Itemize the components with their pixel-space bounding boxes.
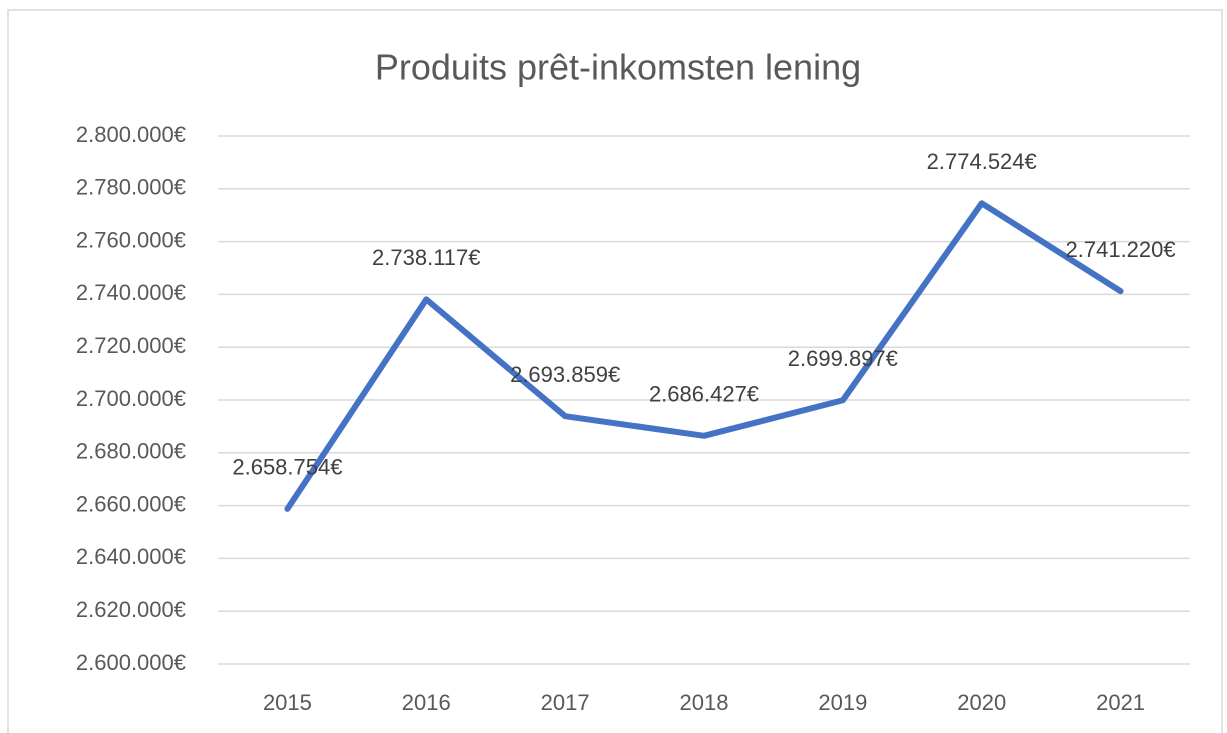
y-tick-label: 2.760.000€ xyxy=(76,227,186,252)
y-tick-label: 2.800.000€ xyxy=(76,122,186,147)
y-tick-label: 2.720.000€ xyxy=(76,333,186,358)
x-tick-label: 2015 xyxy=(263,690,312,715)
x-tick-label: 2021 xyxy=(1096,690,1145,715)
line xyxy=(284,200,1124,512)
chart-title: Produits prêt-inkomsten lening xyxy=(375,47,861,88)
y-tick-label: 2.660.000€ xyxy=(76,491,186,516)
data-label: 2.658.754€ xyxy=(232,455,342,480)
chart-frame xyxy=(7,9,1223,733)
data-label: 2.741.220€ xyxy=(1066,237,1176,262)
y-tick-label: 2.740.000€ xyxy=(76,280,186,305)
data-label: 2.686.427€ xyxy=(649,382,759,407)
x-tick-label: 2016 xyxy=(402,690,451,715)
y-tick-label: 2.600.000€ xyxy=(76,650,186,675)
y-tick-label: 2.620.000€ xyxy=(76,597,186,622)
data-label: 2.699.897€ xyxy=(788,346,898,371)
x-tick-label: 2017 xyxy=(541,690,590,715)
x-tick-label: 2019 xyxy=(818,690,867,715)
y-tick-label: 2.640.000€ xyxy=(76,544,186,569)
data-label: 2.738.117€ xyxy=(372,245,480,270)
y-tick-label: 2.680.000€ xyxy=(76,439,186,464)
data-label: 2.693.859€ xyxy=(510,362,620,387)
data-label: 2.774.524€ xyxy=(927,149,1037,174)
x-tick-label: 2020 xyxy=(957,690,1006,715)
y-tick-label: 2.780.000€ xyxy=(76,175,186,200)
y-tick-label: 2.700.000€ xyxy=(76,386,186,411)
x-tick-label: 2018 xyxy=(680,690,729,715)
